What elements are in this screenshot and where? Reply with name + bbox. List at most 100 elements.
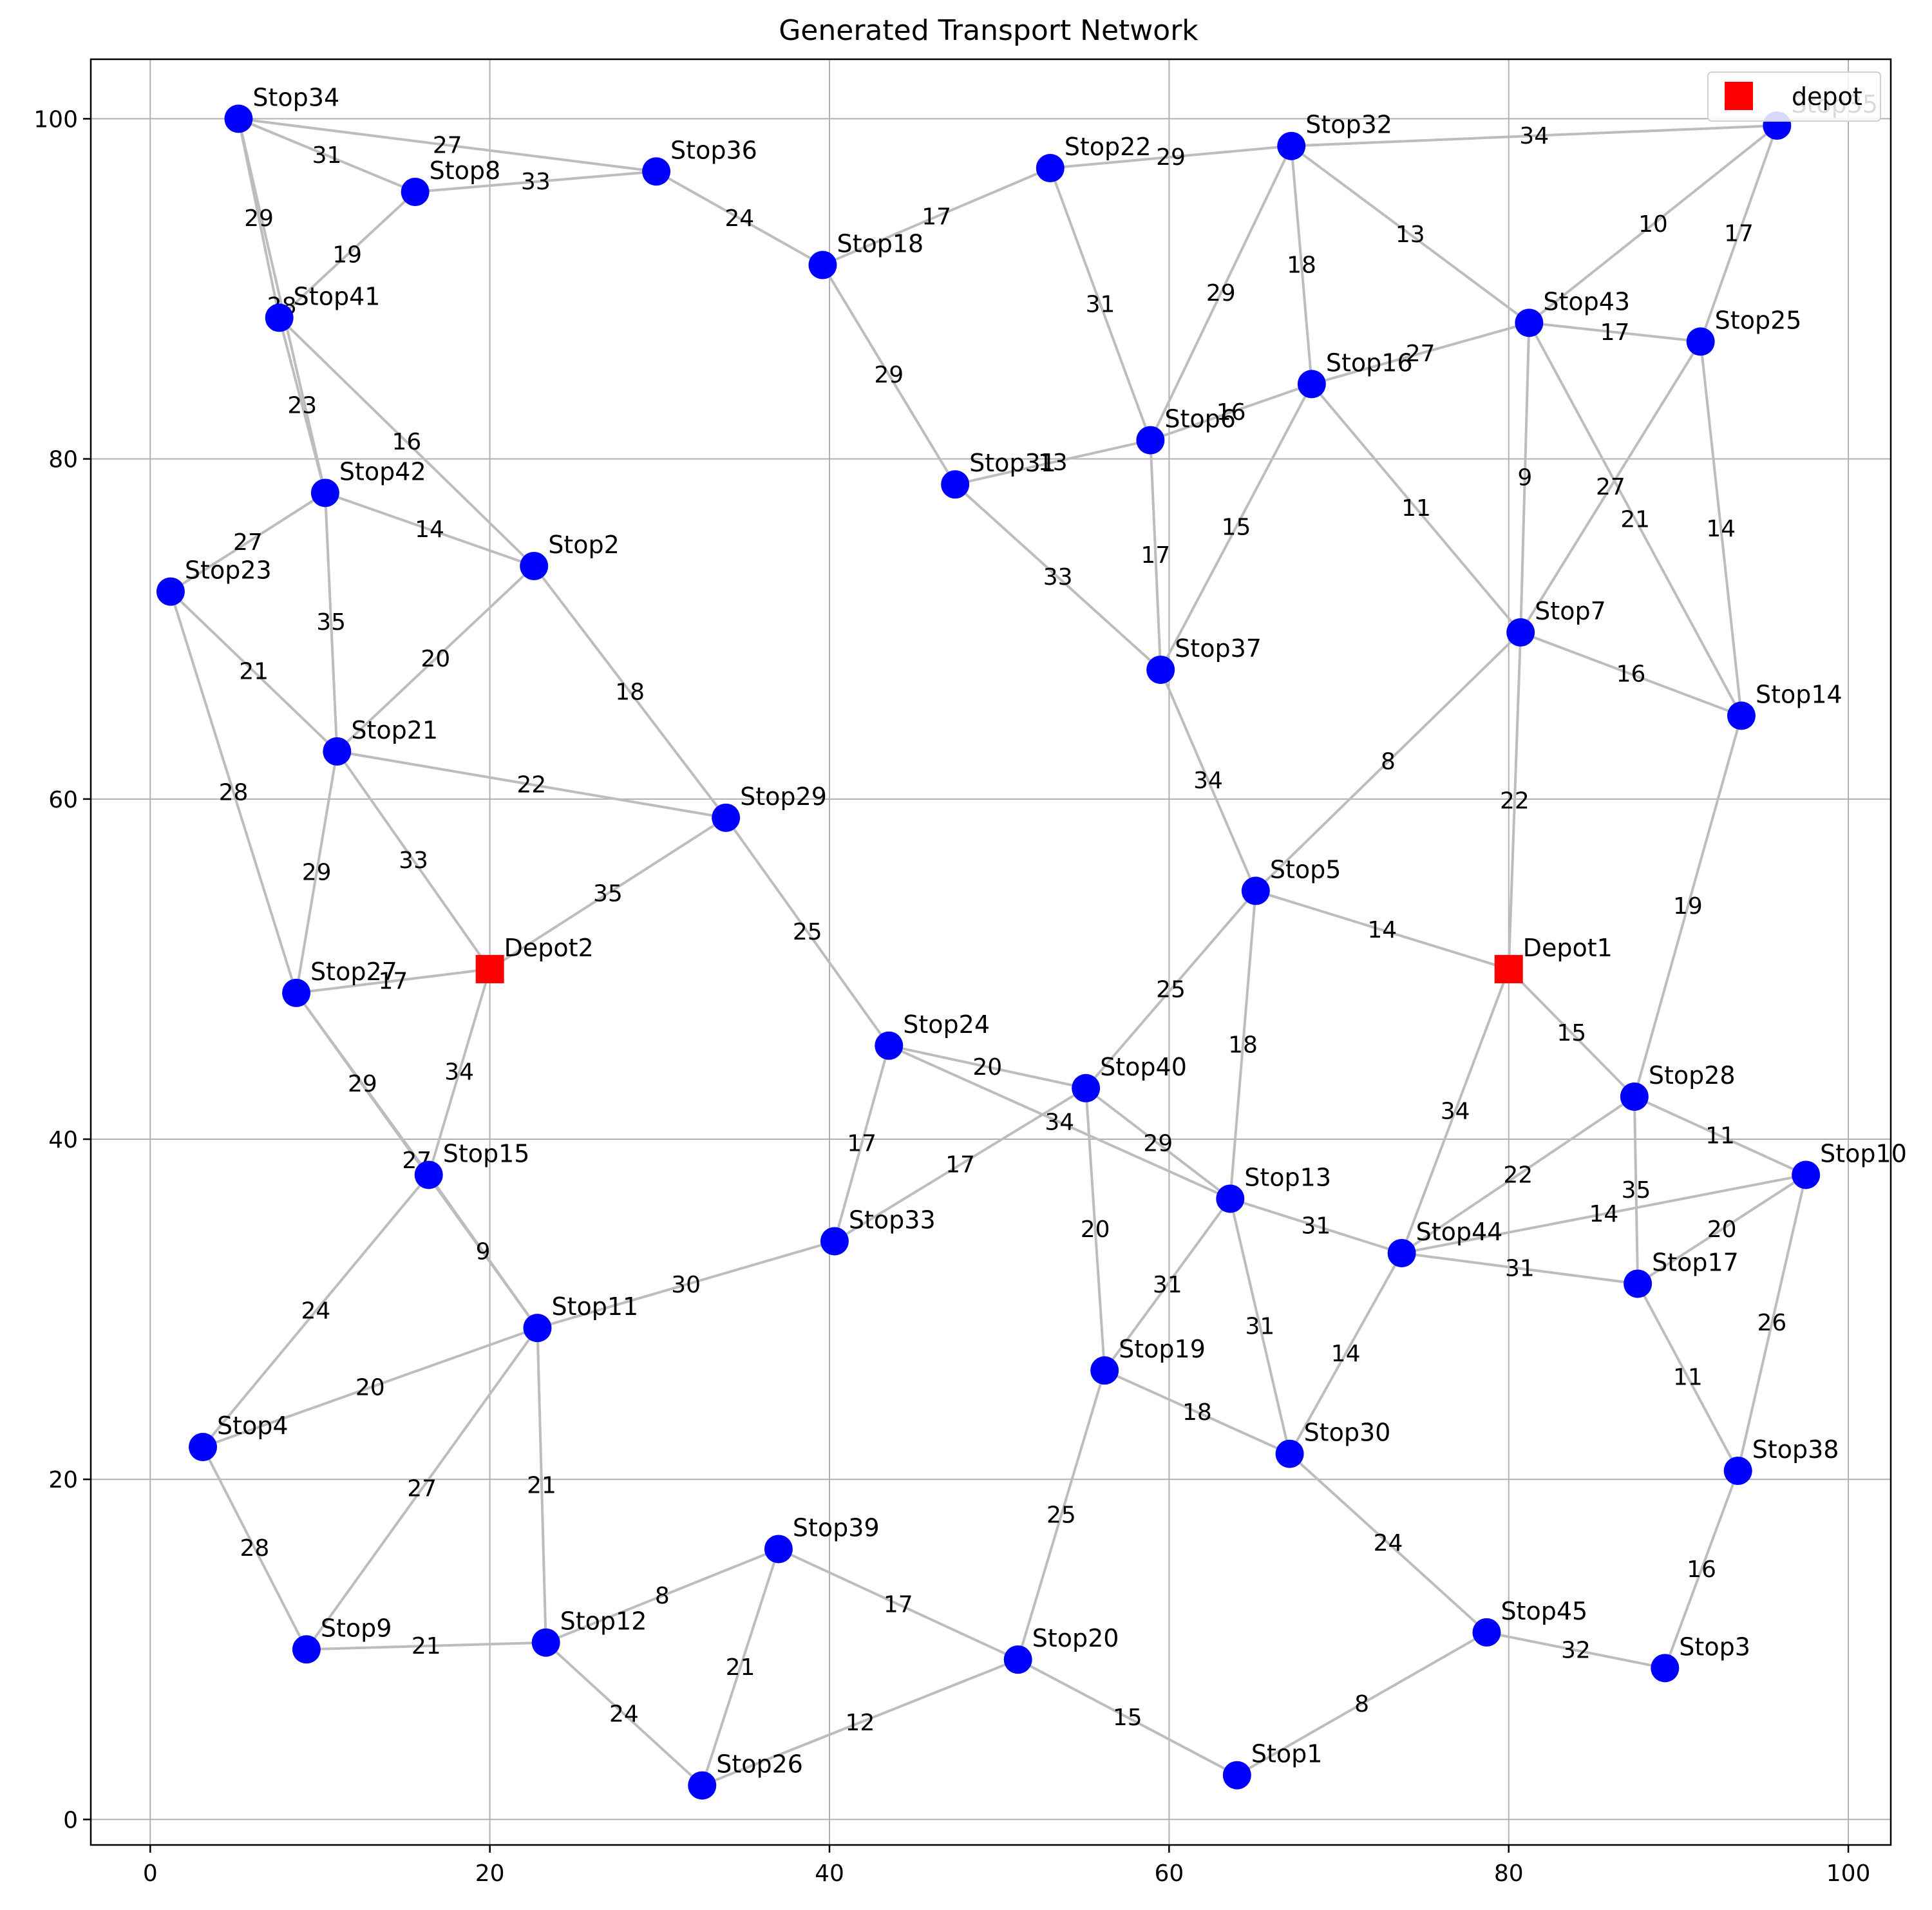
stop-marker-Stop30: [1275, 1439, 1304, 1468]
edge-Stop27-Depot2: [296, 967, 490, 994]
edge-Stop40-Stop24: [888, 1044, 1086, 1090]
node-label-Stop43: Stop43: [1543, 287, 1630, 316]
edge-weight-label: 29: [302, 859, 332, 885]
edge-weight-label: 14: [1706, 516, 1736, 542]
edge-weight-label: 22: [1503, 1162, 1533, 1188]
edge-weight-label: 9: [1517, 465, 1532, 491]
node-label-Stop14: Stop14: [1756, 680, 1842, 708]
edge-Stop11-Stop4: [202, 1327, 538, 1448]
node-label-Stop26: Stop26: [716, 1750, 803, 1779]
stop-marker-Stop17: [1624, 1269, 1653, 1298]
stop-marker-Stop24: [875, 1031, 904, 1060]
stop-marker-Stop26: [688, 1771, 717, 1800]
node-label-Stop24: Stop24: [903, 1010, 990, 1039]
edge-weight-label: 17: [1600, 319, 1630, 346]
edge-Stop30-Stop13: [1229, 1198, 1291, 1455]
stop-marker-Stop36: [642, 157, 671, 186]
node-label-Depot1: Depot1: [1523, 934, 1613, 962]
edge-Stop28-Depot1: [1508, 968, 1636, 1098]
stop-marker-Stop41: [265, 303, 294, 332]
edge-weight-label: 8: [1354, 1691, 1369, 1717]
node-label-Stop30: Stop30: [1304, 1419, 1391, 1447]
edge-Stop39-Stop20: [778, 1547, 1019, 1661]
node-label-Stop12: Stop12: [560, 1607, 647, 1636]
edge-Stop40-Stop33: [833, 1087, 1087, 1243]
edge-weight-label: 27: [1596, 474, 1625, 500]
node-label-Stop6: Stop6: [1164, 405, 1236, 433]
edge-weight-label: 35: [1622, 1177, 1651, 1204]
edge-Stop14-Stop25: [1699, 341, 1743, 716]
edge-weight-label: 28: [240, 1535, 270, 1562]
edge-Stop19-Stop13: [1103, 1198, 1231, 1372]
node-label-Stop17: Stop17: [1652, 1248, 1739, 1276]
stop-marker-Stop43: [1515, 308, 1544, 337]
stop-marker-Stop9: [292, 1635, 321, 1664]
edge-Stop43-Stop16: [1311, 321, 1530, 386]
edge-weight-label: 31: [1302, 1213, 1331, 1240]
edge-Stop43-Stop32: [1291, 145, 1530, 324]
x-tick-label: 80: [1494, 1860, 1524, 1887]
edge-Stop7-Stop25: [1519, 341, 1702, 634]
node-label-Stop9: Stop9: [321, 1614, 392, 1642]
stop-marker-Stop8: [401, 177, 430, 206]
edge-weight-label: 22: [516, 771, 546, 798]
edge-Stop20-Stop19: [1016, 1370, 1106, 1660]
edge-Stop39-Stop26: [701, 1548, 780, 1786]
edge-weight-label: 29: [244, 205, 274, 232]
edge-Stop6-Stop31: [954, 439, 1151, 486]
edge-Stop10-Stop28: [1634, 1095, 1806, 1177]
stop-marker-Stop25: [1686, 327, 1715, 356]
stop-marker-Stop14: [1727, 701, 1756, 730]
edge-Stop7-Stop43: [1519, 323, 1531, 633]
edge-weight-label: 17: [847, 1131, 876, 1157]
node-label-Stop20: Stop20: [1032, 1624, 1119, 1652]
stop-marker-Stop34: [224, 104, 253, 133]
edge-weight-label: 20: [421, 646, 450, 672]
edge-weight-label: 31: [1505, 1256, 1535, 1282]
node-label-Stop18: Stop18: [837, 230, 923, 258]
edge-Stop9-Stop12: [306, 1641, 546, 1651]
edge-weight-label: 24: [301, 1298, 330, 1325]
edge-Stop2-Stop21: [336, 565, 535, 753]
stop-marker-Stop2: [520, 552, 549, 581]
node-label-Stop23: Stop23: [185, 556, 272, 585]
edge-weight-label: 16: [392, 429, 422, 455]
node-label-Stop28: Stop28: [1649, 1061, 1736, 1090]
edge-Stop7-Stop14: [1520, 631, 1742, 717]
edge-Stop8-Stop36: [415, 170, 657, 193]
stop-marker-Stop13: [1216, 1184, 1245, 1213]
edge-weight-label: 33: [399, 847, 428, 874]
edge-Stop38-Stop10: [1736, 1175, 1808, 1471]
edge-weight-label: 16: [1687, 1556, 1716, 1583]
node-label-Stop19: Stop19: [1119, 1335, 1206, 1363]
edge-weight-label: 34: [1045, 1110, 1074, 1136]
edge-weight-label: 24: [724, 205, 754, 232]
edge-Stop14-Stop43: [1528, 322, 1743, 717]
edge-weight-label: 27: [433, 132, 462, 158]
edge-Stop11-Stop12: [536, 1328, 547, 1643]
edge-Stop11-Stop9: [305, 1327, 539, 1650]
edge-weight-label: 24: [1374, 1530, 1403, 1556]
edge-weight-label: 35: [593, 880, 623, 907]
stop-marker-Stop44: [1387, 1238, 1416, 1267]
edge-Stop38-Stop17: [1636, 1283, 1739, 1471]
edge-Stop41-Stop42: [278, 317, 327, 493]
stop-marker-Stop16: [1297, 370, 1326, 399]
edge-Depot1-Stop7: [1507, 632, 1522, 969]
node-label-Stop7: Stop7: [1535, 597, 1606, 625]
edge-Stop6-Stop22: [1048, 167, 1152, 441]
edge-Stop12-Stop39: [545, 1547, 779, 1644]
edge-Stop1-Stop45: [1236, 1631, 1488, 1777]
edge-Stop8-Stop41: [278, 191, 416, 319]
edge-weight-label: 16: [1217, 399, 1246, 426]
edge-weight-label: 8: [655, 1583, 670, 1609]
edge-weight-label: 27: [407, 1476, 437, 1502]
edge-Stop29-Depot2: [489, 817, 727, 970]
edge-weight-label: 8: [1381, 749, 1396, 775]
legend: depot: [1707, 71, 1881, 122]
edge-Stop16-Stop37: [1159, 383, 1313, 671]
edge-weight-label: 34: [1441, 1098, 1470, 1124]
edge-weight-label: 20: [355, 1375, 385, 1401]
edge-Stop28-Stop14: [1633, 715, 1743, 1097]
